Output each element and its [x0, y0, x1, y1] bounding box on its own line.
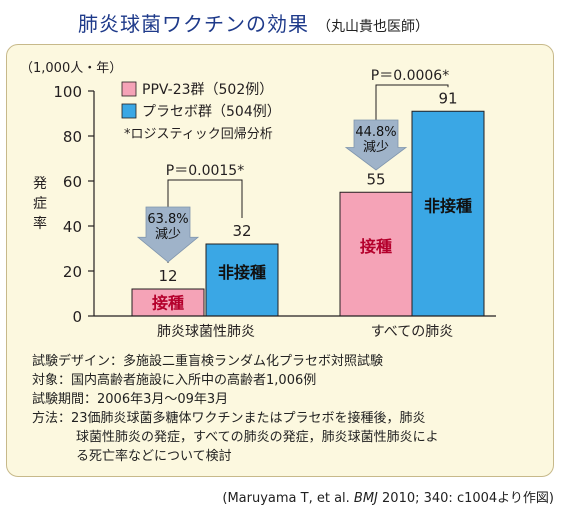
y-tick-label: 80	[63, 128, 82, 146]
reduction-label: 減少	[363, 139, 389, 155]
note-design: 試験デザイン：多施設二重盲検ランダム化プラセボ対照試験	[32, 354, 384, 369]
y-tick-label: 40	[63, 218, 82, 236]
legend-swatch	[121, 103, 137, 119]
y-tick-label: 0	[72, 308, 82, 326]
legend-label: プラセボ群（504例）	[142, 104, 281, 120]
bar-value-label: 32	[232, 222, 251, 240]
note-method-cont-2: る死亡率などについて検討	[76, 449, 232, 464]
bar-placebo	[205, 243, 279, 317]
p-value-label: P＝0.0006*	[371, 68, 449, 84]
category-label: 肺炎球菌性肺炎	[157, 324, 255, 340]
p-value-label: P＝0.0015*	[166, 163, 244, 179]
note-method: 方法：23価肺炎球菌多糖体ワクチンまたはプラセボを接種後，肺炎	[32, 411, 426, 426]
y-axis-label-char: 症	[33, 196, 47, 212]
y-axis-label-char: 発	[33, 176, 47, 192]
reduction-arrow	[136, 206, 200, 263]
page-title: 肺炎球菌ワクチンの効果 （丸山貴也医師）	[78, 8, 429, 37]
y-tick-label: 60	[63, 173, 82, 191]
unit-label: （1,000人・年）	[20, 61, 122, 76]
legend-note: *ロジスティック回帰分析	[124, 126, 273, 142]
reduction-label: 減少	[155, 226, 181, 242]
bar-value-label: 91	[438, 89, 457, 107]
y-tick-label: 20	[63, 263, 82, 281]
bar-value-label: 55	[366, 170, 385, 188]
reduction-percent: 63.8%	[147, 212, 188, 227]
y-axis-label-char: 率	[33, 215, 47, 232]
y-tick-label: 100	[53, 83, 82, 101]
source-citation: (Maruyama T, et al. BMJ 2010; 340: c1004…	[222, 491, 554, 506]
title-main: 肺炎球菌ワクチンの効果	[78, 12, 309, 36]
bar-inside-label: 非接種	[218, 263, 266, 282]
title-subtitle: （丸山貴也医師）	[317, 19, 429, 35]
reduction-percent: 44.8%	[355, 125, 396, 140]
category-label: すべての肺炎	[371, 324, 453, 340]
study-notes: 試験デザイン：多施設二重盲検ランダム化プラセボ対照試験 対象：国内高齢者施設に入…	[32, 352, 542, 466]
bar-inside-label: 非接種	[424, 197, 472, 216]
bar-inside-label: 接種	[152, 294, 184, 313]
reduction-arrow	[344, 119, 408, 171]
note-period: 試験期間：2006年3月～09年3月	[32, 392, 229, 407]
note-subjects: 対象：国内高齢者施設に入所中の高齢者1,006例	[32, 373, 317, 388]
legend-label: PPV-23群（502例）	[142, 82, 273, 98]
bar-ppv23	[339, 191, 413, 317]
bar-value-label: 12	[158, 267, 177, 285]
legend-swatch	[121, 81, 137, 97]
bar-inside-label: 接種	[360, 237, 392, 256]
note-method-cont-1: 球菌性肺炎の発症，すべての肺炎の発症，肺炎球菌性肺炎によ	[76, 430, 439, 445]
bar-ppv23	[131, 288, 205, 317]
